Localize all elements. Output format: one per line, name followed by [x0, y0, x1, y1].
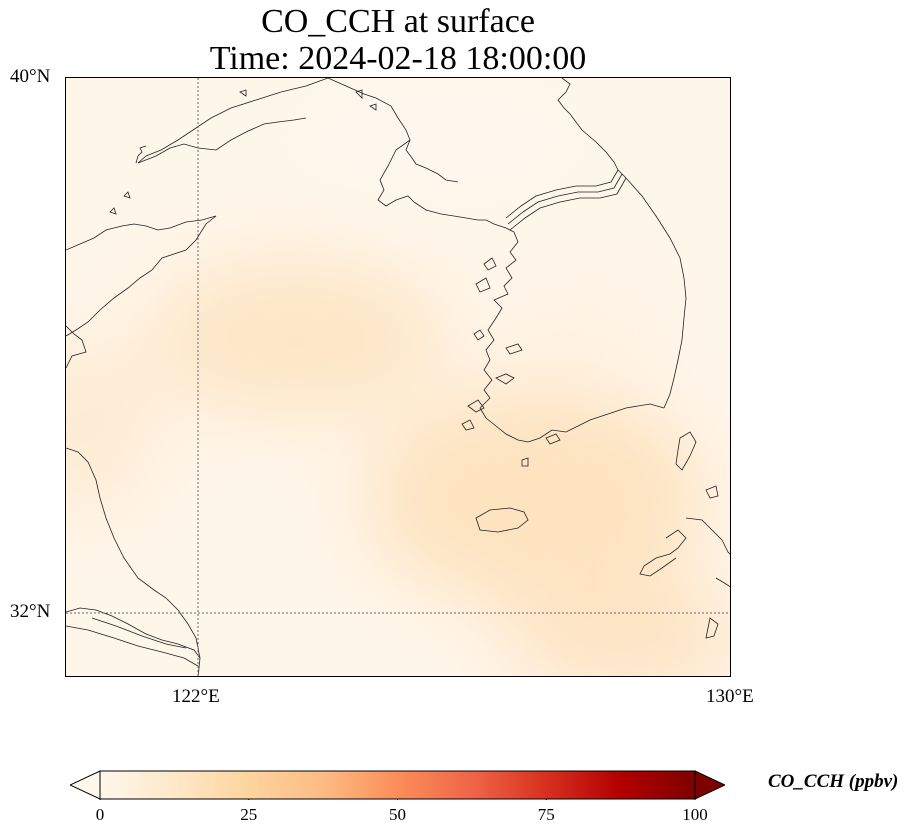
map-title: CO_CCH at surface — [261, 3, 535, 40]
map-time-subtitle: Time: 2024-02-18 18:00:00 — [209, 40, 587, 77]
map-panel[interactable] — [65, 77, 731, 677]
colorbar-max-extend — [694, 770, 727, 800]
colorbar-ramp — [99, 770, 696, 800]
lat-label-32n: 32°N — [10, 601, 51, 622]
colorbar-min-extend — [68, 770, 101, 800]
colorbar-graphic — [68, 770, 727, 803]
colorbar-label: CO_CCH (ppbv) — [768, 771, 899, 792]
colorbar-tick-label: 50 — [389, 805, 406, 824]
lat-label-40n: 40°N — [10, 66, 51, 87]
coastlines — [66, 78, 730, 676]
colorbar-tick-label: 25 — [240, 805, 258, 824]
concentration-field-shading — [66, 78, 730, 676]
jeju-island-outline — [475, 507, 529, 533]
lon-label-130e: 130°E — [706, 686, 754, 707]
colorbar-tick-label: 75 — [537, 805, 555, 824]
colorbar — [68, 770, 727, 803]
map-canvas — [66, 78, 730, 676]
colorbar-tick-label: 100 — [682, 805, 708, 824]
lon-label-122e: 122°E — [172, 686, 220, 707]
colorbar-tick-label: 0 — [95, 805, 105, 824]
gridlines — [66, 78, 730, 676]
